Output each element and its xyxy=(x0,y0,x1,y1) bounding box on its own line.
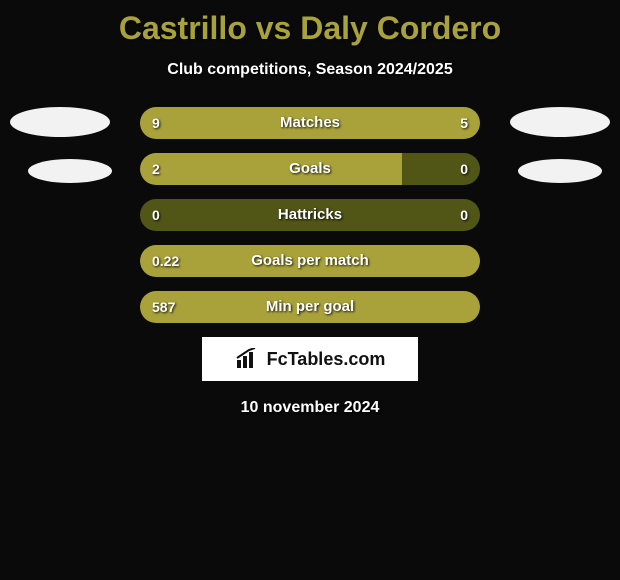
bar-track: 0 0 Hattricks xyxy=(140,199,480,231)
stat-row-goals: 2 0 Goals xyxy=(0,153,620,185)
date-text: 10 november 2024 xyxy=(0,399,620,417)
stat-row-hattricks: 0 0 Hattricks xyxy=(0,199,620,231)
bar-track: 587 Min per goal xyxy=(140,291,480,323)
stats-chart: 9 5 Matches 2 0 Goals 0 0 Hattricks 0.22 xyxy=(0,107,620,323)
stat-value-left: 587 xyxy=(152,291,175,323)
stat-value-right: 0 xyxy=(460,153,468,185)
stat-value-left: 2 xyxy=(152,153,160,185)
stat-label: Hattricks xyxy=(140,199,480,231)
page-title: Castrillo vs Daly Cordero xyxy=(0,0,620,47)
page-subtitle: Club competitions, Season 2024/2025 xyxy=(0,61,620,79)
stat-row-gpm: 0.22 Goals per match xyxy=(0,245,620,277)
chart-icon xyxy=(235,348,261,370)
bar-left-fill xyxy=(140,153,402,185)
stat-value-left: 0 xyxy=(152,199,160,231)
stat-value-right: 5 xyxy=(460,107,468,139)
stat-value-left: 9 xyxy=(152,107,160,139)
bar-track: 2 0 Goals xyxy=(140,153,480,185)
bar-left-fill xyxy=(140,107,358,139)
site-logo[interactable]: FcTables.com xyxy=(202,337,418,381)
stat-value-right: 0 xyxy=(460,199,468,231)
stat-row-matches: 9 5 Matches xyxy=(0,107,620,139)
stat-value-left: 0.22 xyxy=(152,245,179,277)
bar-track: 0.22 Goals per match xyxy=(140,245,480,277)
bar-full-fill xyxy=(140,245,480,277)
stat-row-mpg: 587 Min per goal xyxy=(0,291,620,323)
bar-full-fill xyxy=(140,291,480,323)
logo-text: FcTables.com xyxy=(267,349,386,370)
bar-track: 9 5 Matches xyxy=(140,107,480,139)
